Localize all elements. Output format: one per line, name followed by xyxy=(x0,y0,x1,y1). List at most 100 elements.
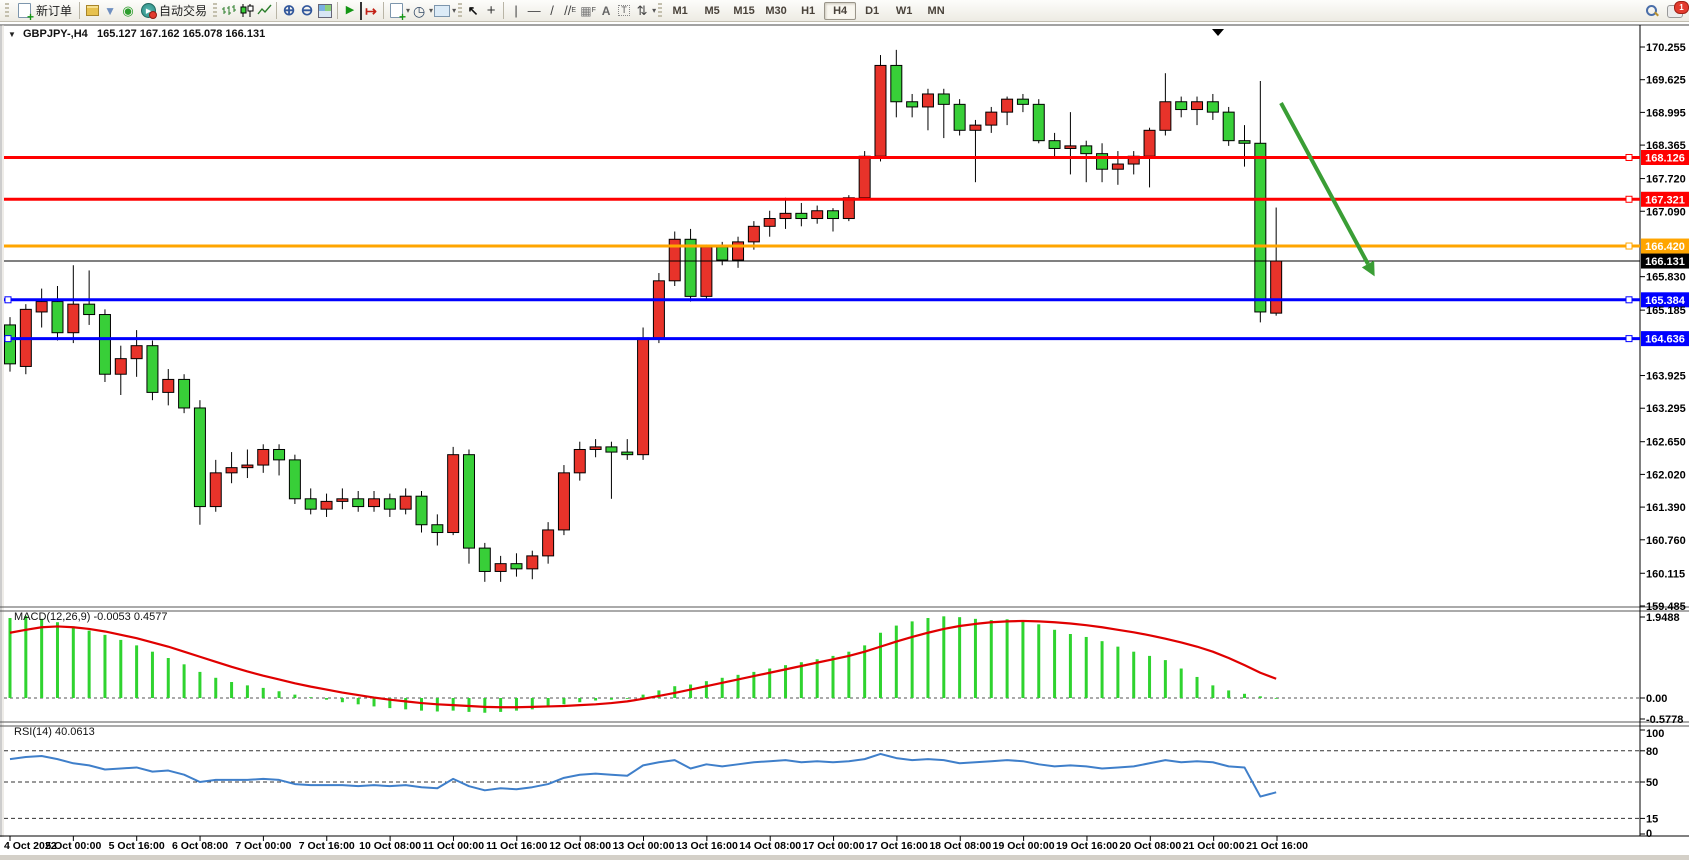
equidistant-channel-icon[interactable]: //E xyxy=(564,3,577,18)
svg-text:15: 15 xyxy=(1646,813,1658,825)
svg-text:168.365: 168.365 xyxy=(1646,140,1686,152)
svg-text:21 Oct 00:00: 21 Oct 00:00 xyxy=(1183,840,1245,852)
svg-text:80: 80 xyxy=(1646,746,1658,758)
toolbar-grip[interactable] xyxy=(213,2,218,19)
svg-text:166.131: 166.131 xyxy=(1645,256,1685,268)
timeframe-m1[interactable]: M1 xyxy=(672,4,688,17)
svg-text:162.650: 162.650 xyxy=(1646,437,1686,449)
search-icon[interactable] xyxy=(1645,4,1659,18)
separator xyxy=(276,2,278,19)
signals-icon[interactable]: ◉ xyxy=(122,3,134,18)
svg-text:5 Oct 16:00: 5 Oct 16:00 xyxy=(109,840,165,852)
timeframe-m15[interactable]: M15 xyxy=(733,4,755,17)
cursor-icon[interactable]: ↖ xyxy=(467,3,479,18)
svg-text:12 Oct 08:00: 12 Oct 08:00 xyxy=(549,840,611,852)
chat-icon[interactable]: 1 xyxy=(1667,0,1689,18)
zoom-out-icon[interactable]: ⊖ xyxy=(300,2,314,19)
bar-chart-icon[interactable] xyxy=(219,2,237,20)
svg-text:21 Oct 16:00: 21 Oct 16:00 xyxy=(1246,840,1308,852)
timeframe-m30[interactable]: M30 xyxy=(765,4,787,17)
svg-text:160.115: 160.115 xyxy=(1646,568,1685,580)
chevron-down-icon[interactable]: ▾ xyxy=(429,6,434,15)
svg-text:167.321: 167.321 xyxy=(1645,194,1685,206)
rsi-label: RSI(14) 40.0613 xyxy=(14,726,95,738)
chevron-down-icon[interactable]: ▾ xyxy=(652,6,657,15)
separator xyxy=(79,2,81,19)
svg-text:7 Oct 00:00: 7 Oct 00:00 xyxy=(235,840,291,852)
chevron-down-icon[interactable]: ▾ xyxy=(452,6,457,15)
zoom-in-icon[interactable]: ⊕ xyxy=(282,2,296,19)
timeframe-mn[interactable]: MN xyxy=(927,4,945,17)
timeframe-m5[interactable]: M5 xyxy=(704,4,720,17)
vertical-line-icon[interactable]: | xyxy=(514,3,518,18)
macd-name: MACD(12,26,9) xyxy=(14,611,91,623)
funnel-icon[interactable]: ▼ xyxy=(104,3,116,18)
svg-text:168.995: 168.995 xyxy=(1646,107,1686,119)
svg-text:165.185: 165.185 xyxy=(1646,305,1686,317)
svg-text:13 Oct 16:00: 13 Oct 16:00 xyxy=(676,840,738,852)
tile-windows-icon[interactable] xyxy=(316,2,334,20)
svg-text:18 Oct 08:00: 18 Oct 08:00 xyxy=(929,840,991,852)
svg-text:4 Oct 2022: 4 Oct 2022 xyxy=(4,840,57,852)
cube-icon[interactable] xyxy=(83,2,101,20)
svg-text:163.925: 163.925 xyxy=(1646,371,1686,383)
svg-text:159.485: 159.485 xyxy=(1646,601,1686,613)
auto-trading-label: 自动交易 xyxy=(159,4,208,18)
svg-text:-0.5778: -0.5778 xyxy=(1646,714,1683,726)
svg-text:163.295: 163.295 xyxy=(1646,403,1686,415)
timeframe-h1[interactable]: H1 xyxy=(801,4,816,17)
svg-text:19 Oct 00:00: 19 Oct 00:00 xyxy=(993,840,1055,852)
toolbar-grip[interactable] xyxy=(658,2,663,19)
svg-text:11 Oct 00:00: 11 Oct 00:00 xyxy=(423,840,484,852)
timeframe-h4[interactable]: H4 xyxy=(824,1,857,20)
svg-text:20 Oct 08:00: 20 Oct 08:00 xyxy=(1119,840,1181,852)
indicators-icon[interactable]: + xyxy=(387,2,406,23)
horizontal-line-icon[interactable]: — xyxy=(527,3,541,18)
chart-shift-icon[interactable]: ↦ xyxy=(365,2,377,19)
new-order-label: 新订单 xyxy=(36,4,73,18)
notification-badge: 1 xyxy=(1674,0,1689,14)
timeframe-w1[interactable]: W1 xyxy=(895,4,913,17)
trendline-icon[interactable]: / xyxy=(550,3,554,18)
separator xyxy=(503,2,505,19)
svg-text:167.720: 167.720 xyxy=(1646,174,1686,186)
line-chart-icon[interactable] xyxy=(255,2,273,20)
fibonacci-icon[interactable]: ▦ F xyxy=(580,3,596,18)
new-order-icon: + xyxy=(15,2,34,23)
svg-text:1.9488: 1.9488 xyxy=(1646,612,1680,624)
toolbar-grip[interactable] xyxy=(458,2,463,19)
auto-trading-icon: ▶ xyxy=(141,3,158,19)
toolbar-grip[interactable] xyxy=(5,2,9,19)
crosshair-icon[interactable]: + xyxy=(486,2,496,19)
candlestick-chart-icon[interactable] xyxy=(237,2,255,20)
auto-scroll-icon[interactable]: ▶ xyxy=(341,1,363,20)
svg-text:10 Oct 08:00: 10 Oct 08:00 xyxy=(359,840,421,852)
svg-text:166.420: 166.420 xyxy=(1645,241,1685,253)
timeframe-d1[interactable]: D1 xyxy=(865,4,880,17)
ohlc-values: 165.127 167.162 165.078 166.131 xyxy=(96,28,266,40)
rsi-name: RSI(14) xyxy=(14,726,52,738)
svg-text:162.020: 162.020 xyxy=(1646,469,1686,481)
arrows-icon[interactable]: ⇅ xyxy=(636,3,648,18)
auto-trading-button[interactable]: ▶ 自动交易 xyxy=(137,1,211,21)
new-order-button[interactable]: + 新订单 xyxy=(11,1,76,23)
chevron-down-icon[interactable]: ▾ xyxy=(406,6,411,15)
svg-text:100: 100 xyxy=(1646,728,1664,740)
rsi-value: 40.0613 xyxy=(54,726,95,738)
svg-text:168.126: 168.126 xyxy=(1645,152,1685,164)
collapse-triangle-icon[interactable]: ▼ xyxy=(8,30,16,39)
toolbar: + 新订单 ▼ ◉ ▶ 自动交易 ⊕ ⊖ ▶ ↦ + ▾ ◷ ▾ ▾ ↖ xyxy=(0,0,1689,23)
text-icon[interactable]: A xyxy=(601,3,611,18)
macd-values: -0.0053 0.4577 xyxy=(93,611,168,623)
text-label-icon[interactable]: T xyxy=(615,2,633,20)
separator xyxy=(383,2,385,19)
svg-text:7 Oct 16:00: 7 Oct 16:00 xyxy=(299,840,355,852)
periods-icon[interactable]: ◷ xyxy=(412,2,426,19)
chart-title[interactable]: ▼ GBPJPY-,H4 165.127 167.162 165.078 166… xyxy=(8,28,265,40)
svg-text:161.390: 161.390 xyxy=(1646,502,1686,514)
svg-text:50: 50 xyxy=(1646,777,1658,789)
svg-text:6 Oct 08:00: 6 Oct 08:00 xyxy=(172,840,228,852)
templates-icon[interactable] xyxy=(433,2,451,20)
